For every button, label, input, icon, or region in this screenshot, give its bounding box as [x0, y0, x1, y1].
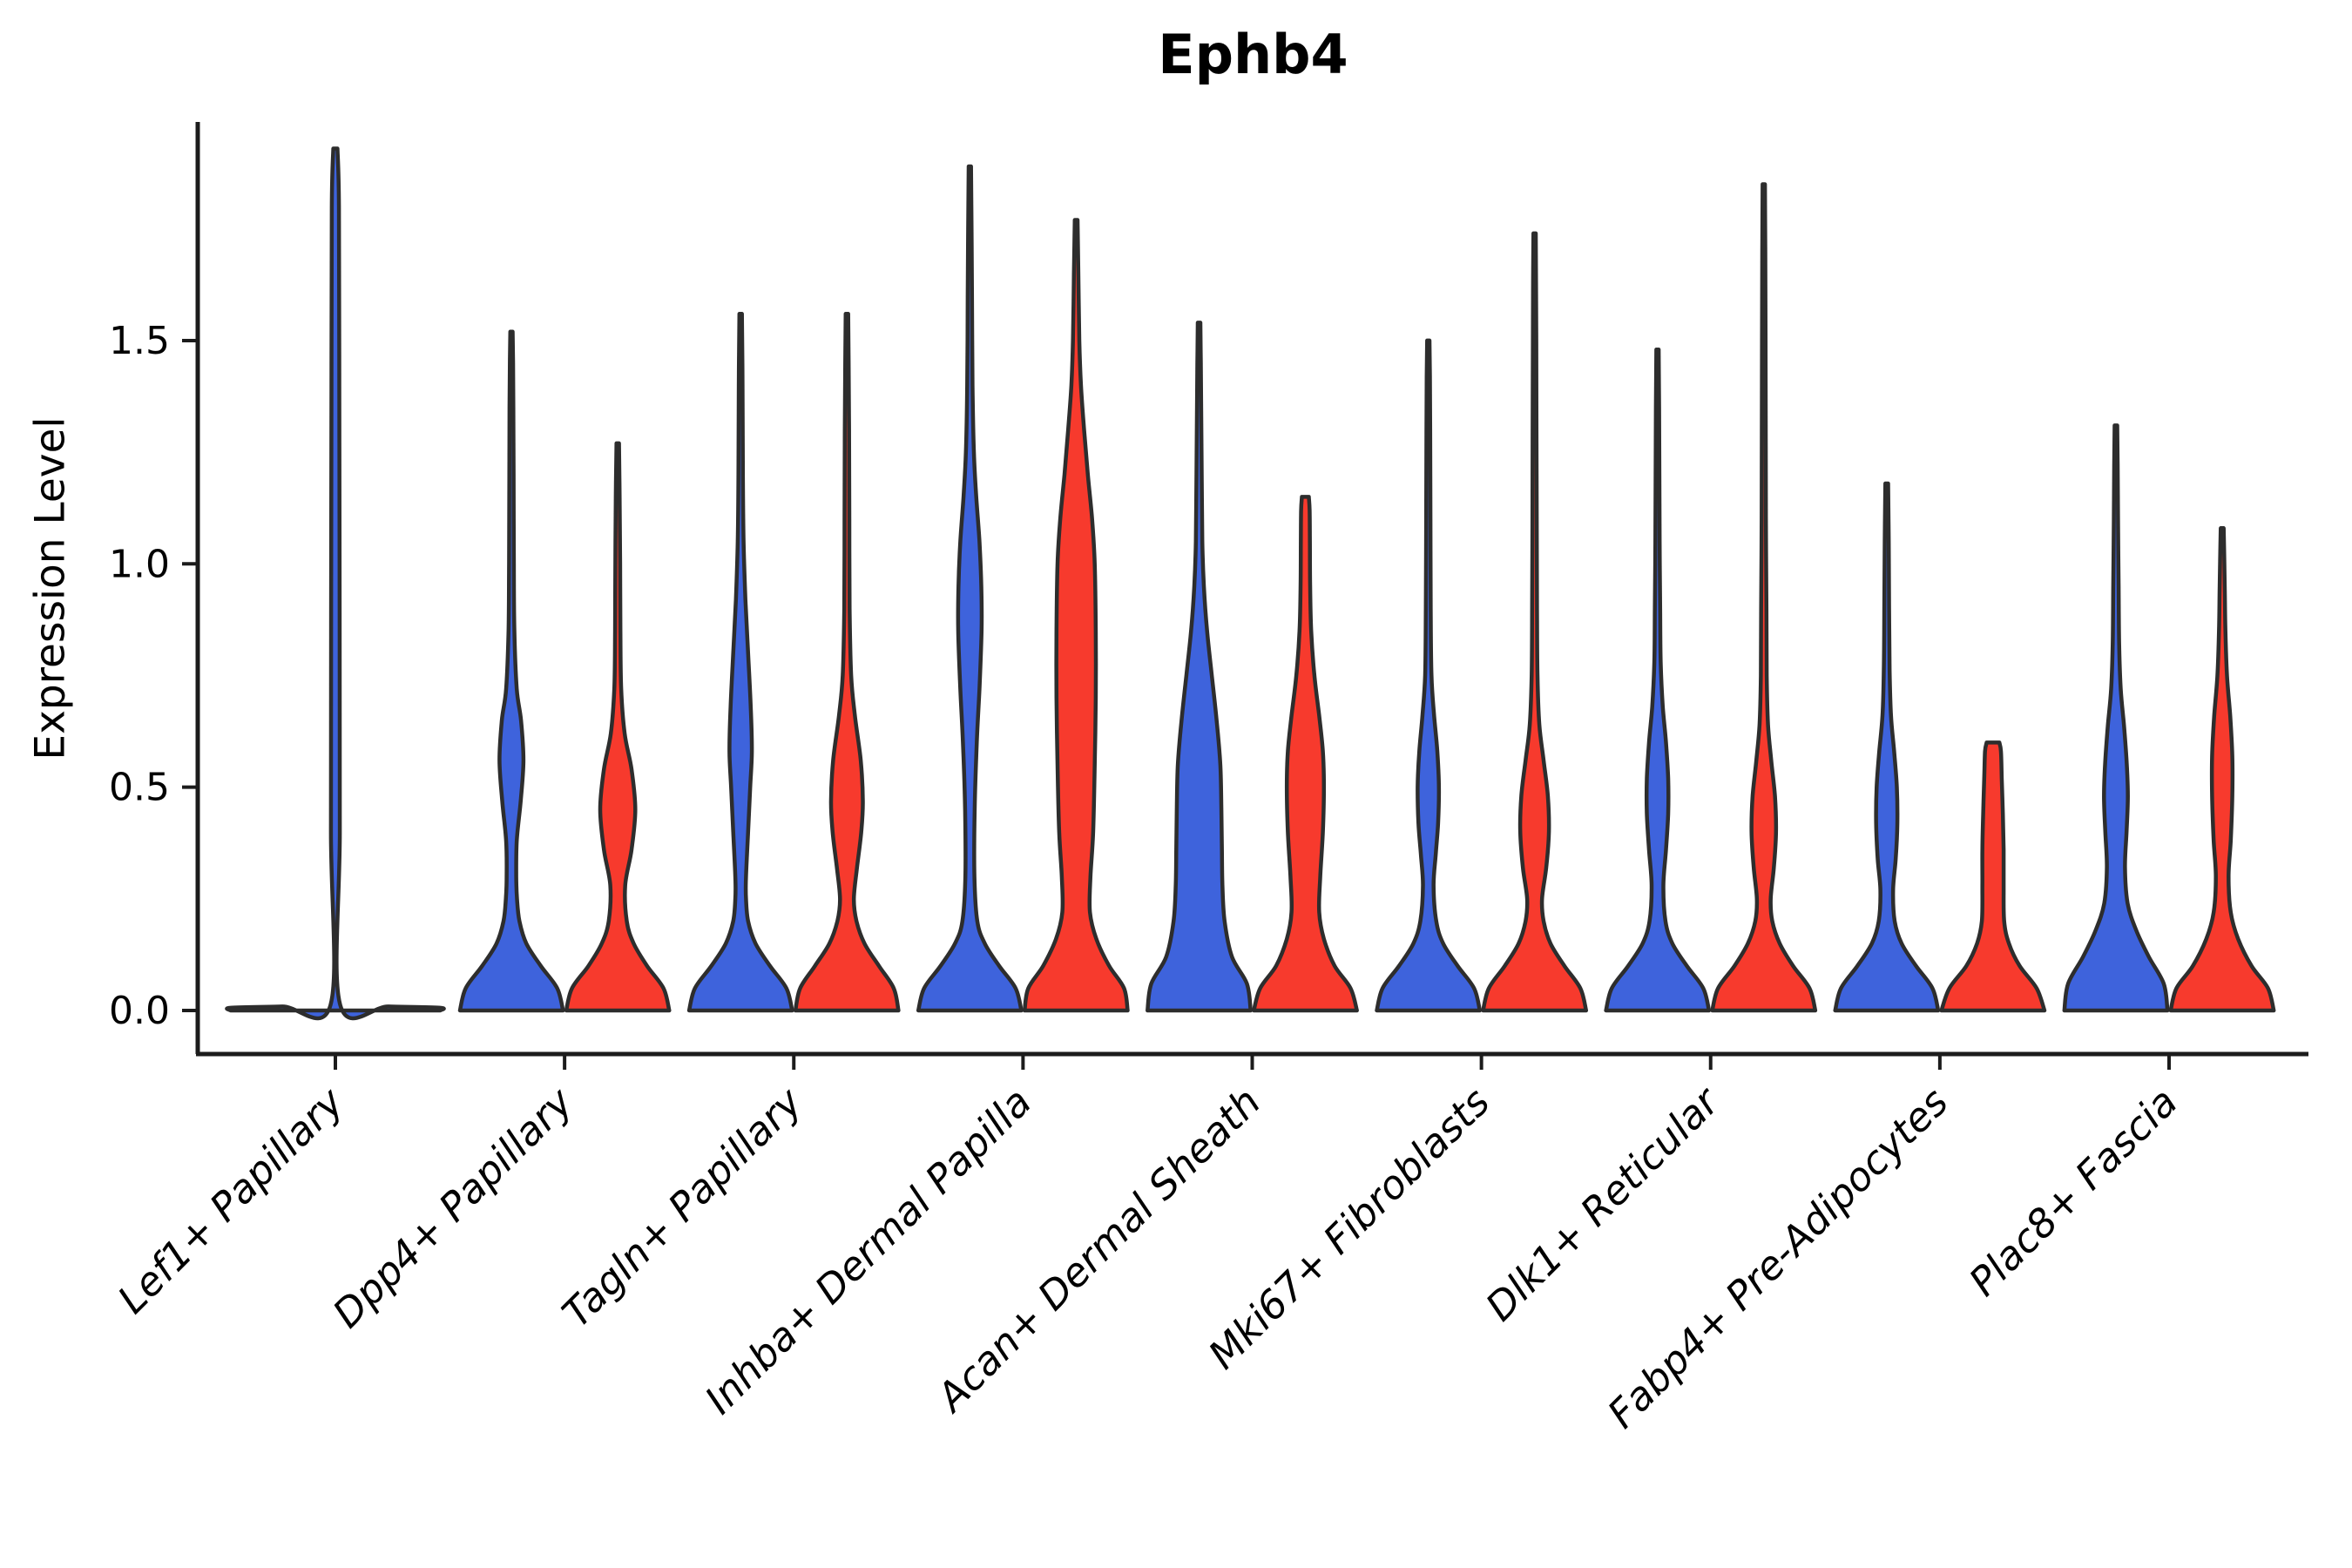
violin-right: [793, 311, 901, 1013]
violin-left: [1604, 347, 1712, 1013]
violin-left: [457, 329, 565, 1013]
y-tick-label: 0.5: [109, 766, 170, 810]
violin-left: [1375, 338, 1483, 1013]
y-tick-label: 1.5: [109, 319, 170, 363]
violin-right: [1252, 495, 1359, 1013]
violin-left: [1146, 321, 1253, 1013]
violin-right: [1710, 182, 1818, 1013]
violin-left: [2062, 423, 2170, 1013]
violin-left: [1833, 481, 1941, 1013]
violin-right: [1022, 218, 1130, 1013]
x-tick-label: Tagln+ Papillary: [553, 1078, 812, 1336]
y-tick-label: 1.0: [109, 542, 170, 586]
violin-right: [564, 441, 672, 1013]
y-tick-label: 0.0: [109, 989, 170, 1033]
chart-title: Ephb4: [1158, 23, 1348, 86]
x-tick-label: Lef1+ Papillary: [109, 1078, 354, 1322]
violin-single: [225, 146, 446, 1021]
violin-right: [1939, 740, 2047, 1013]
violin-left: [686, 311, 794, 1013]
x-tick-label: Dpp4+ Papillary: [324, 1078, 583, 1336]
x-tick-label: Dlk1+ Reticular: [1477, 1078, 1729, 1330]
violin-right: [2168, 526, 2276, 1013]
x-tick-label: Plac8+ Fascia: [1960, 1078, 2186, 1305]
violin-left: [916, 164, 1024, 1013]
violin-right: [1481, 231, 1589, 1013]
